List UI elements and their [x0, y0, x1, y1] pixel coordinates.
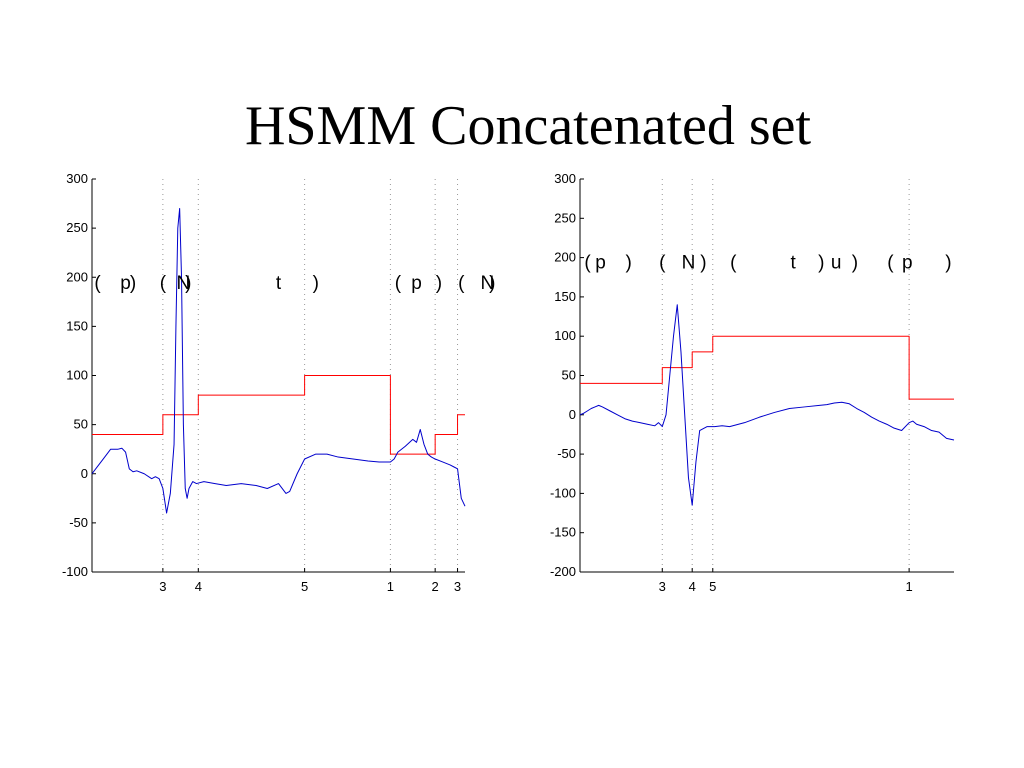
segment-label: (: [887, 253, 894, 274]
y-tick-label: 250: [66, 220, 88, 235]
y-tick-label: 300: [66, 171, 88, 186]
segment-label: ): [185, 273, 191, 294]
x-tick-label: 4: [689, 579, 696, 594]
y-tick-label: 150: [554, 289, 576, 304]
segment-label: ): [130, 273, 136, 294]
segment-label: t: [276, 273, 282, 294]
y-tick-label: 50: [74, 417, 88, 432]
x-tick-label: 1: [906, 579, 913, 594]
x-tick-label: 1: [387, 579, 394, 594]
segment-label: ): [313, 273, 319, 294]
x-tick-label: 3: [454, 579, 461, 594]
segment-label: ): [436, 273, 442, 294]
y-tick-label: -100: [550, 485, 576, 500]
y-tick-label: 250: [554, 210, 576, 225]
state-step-line: [580, 335, 954, 400]
page-title: HSMM Concatenated set: [244, 95, 812, 157]
segment-label: p: [595, 253, 606, 274]
y-tick-label: -100: [62, 564, 88, 579]
segment-label: (: [160, 273, 167, 294]
segment-label: (: [395, 273, 402, 294]
y-tick-label: 50: [562, 368, 576, 383]
segment-label: ): [489, 273, 495, 294]
segment-label: ): [818, 253, 824, 274]
y-tick-label: 300: [554, 171, 576, 186]
y-tick-label: -150: [550, 525, 576, 540]
signal-line: [579, 304, 955, 506]
segment-label: (: [659, 253, 666, 274]
segment-label: p: [411, 273, 422, 294]
x-tick-label: 2: [432, 579, 439, 594]
y-tick-label: 100: [66, 368, 88, 383]
y-tick-label: -200: [550, 564, 576, 579]
segment-label: (: [584, 253, 591, 274]
segment-label: ): [625, 253, 631, 274]
segment-label: N: [682, 253, 696, 274]
segment-label: t: [791, 253, 797, 274]
y-tick-label: 0: [569, 407, 576, 422]
segment-label: N: [481, 273, 495, 294]
x-tick-label: 5: [301, 579, 308, 594]
y-tick-label: -50: [557, 446, 576, 461]
segment-label: (: [94, 273, 101, 294]
segment-label: u: [831, 253, 842, 274]
x-tick-label: 3: [659, 579, 666, 594]
x-tick-label: 3: [159, 579, 166, 594]
y-tick-label: 200: [66, 269, 88, 284]
y-tick-label: 150: [66, 318, 88, 333]
segment-label: ): [700, 253, 706, 274]
state-step-line: [92, 375, 465, 455]
x-tick-label: 5: [709, 579, 716, 594]
x-tick-label: 4: [195, 579, 202, 594]
segment-label: p: [120, 273, 131, 294]
segment-label: ): [945, 253, 951, 274]
signal-line: [91, 207, 466, 514]
y-tick-label: -50: [69, 515, 88, 530]
segment-label: p: [902, 253, 913, 274]
y-tick-label: 200: [554, 250, 576, 265]
y-tick-label: 0: [81, 466, 88, 481]
segment-label: (: [458, 273, 465, 294]
segment-label: (: [730, 253, 737, 274]
segment-label: ): [852, 253, 858, 274]
segment-label: N: [177, 273, 191, 294]
y-tick-label: 100: [554, 328, 576, 343]
